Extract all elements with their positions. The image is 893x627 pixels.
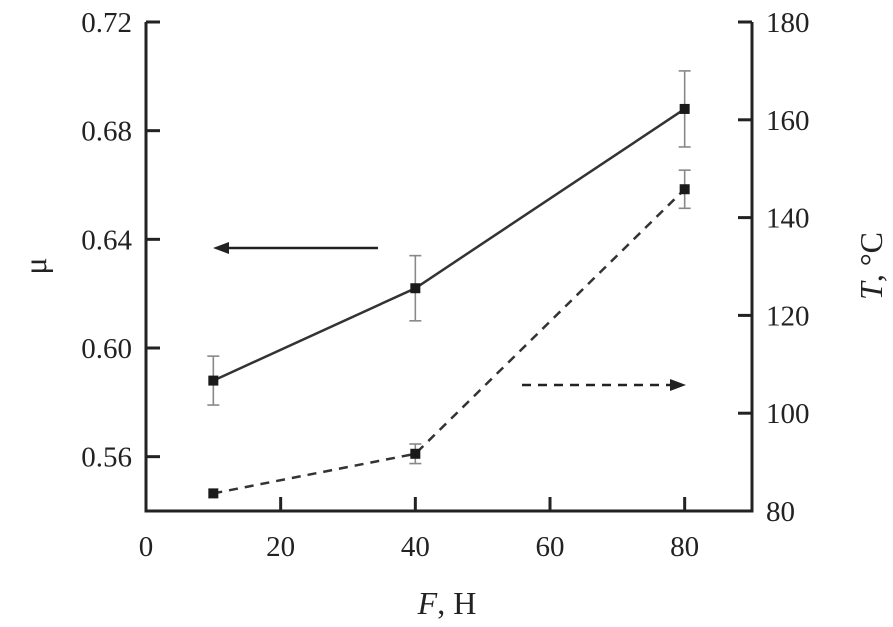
data-point [679,103,690,114]
y2-tick-label: 80 [766,496,795,528]
x-tick-label: 60 [536,531,565,563]
y-tick-label: 0.72 [81,7,132,39]
y2-tick-label: 160 [766,105,810,137]
x-tick-label: 80 [670,531,699,563]
x-tick-label: 0 [139,531,154,563]
y-tick-label: 0.60 [81,333,132,365]
y2-tick-label: 120 [766,300,810,332]
arrow-head-left [213,242,229,254]
data-point [208,375,219,386]
y-tick-label: 0.68 [81,116,132,148]
series-line-1 [213,188,686,495]
x-axis-title: F, Н [417,585,477,621]
y2-axis-title: T, °C [853,232,889,300]
y2-tick-label: 100 [766,398,810,430]
y-tick-label: 0.64 [81,224,132,256]
data-point [410,283,421,294]
data-point [679,184,690,195]
axis-frame [144,22,754,513]
series-line-0 [212,107,686,382]
x-tick-label: 40 [401,531,430,563]
data-point [208,488,219,499]
marks [207,70,691,499]
arrow-head-right [670,379,686,391]
x-tick-label: 20 [266,531,295,563]
y2-tick-label: 180 [766,7,810,39]
y-axis-title: μ [17,257,53,274]
data-point [410,448,421,459]
y2-tick-label: 140 [766,203,810,235]
y-tick-label: 0.56 [81,442,132,474]
axes: 0 20 40 60 80 0.56 0.60 0.64 0.68 0.72 80 100 120 140… [81,7,809,563]
